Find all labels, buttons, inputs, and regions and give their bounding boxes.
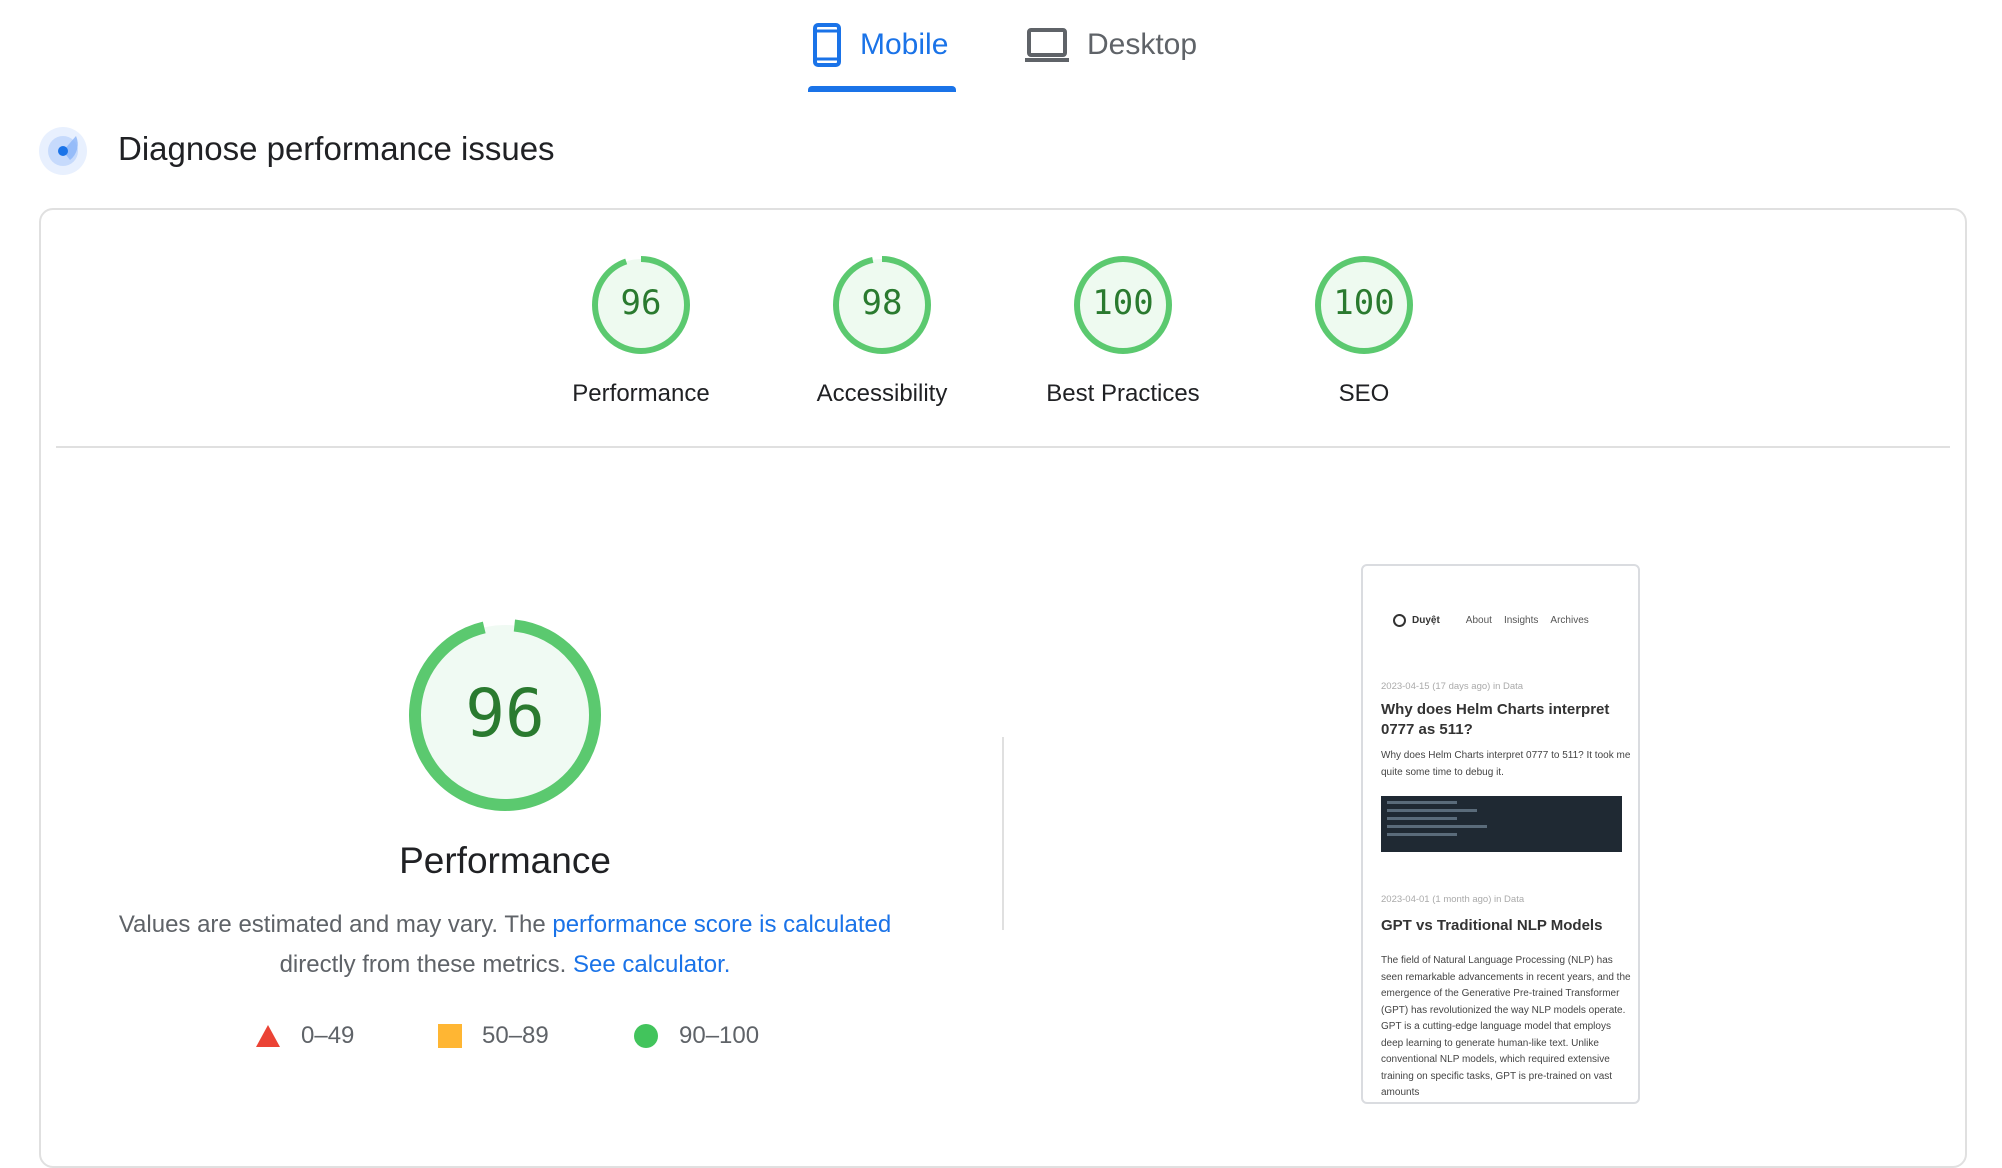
- score-gauge-seo[interactable]: 100: [1312, 253, 1416, 357]
- divider: [56, 446, 1950, 448]
- score-label: Accessibility: [816, 380, 948, 407]
- post-excerpt: The field of Natural Language Processing…: [1381, 955, 1631, 1098]
- score-label: SEO: [1338, 380, 1390, 407]
- legend-average: 50–89: [438, 1022, 549, 1050]
- score-gauge-best-practices[interactable]: 100: [1071, 253, 1175, 357]
- gauge-ring: [1074, 256, 1172, 354]
- tab-mobile[interactable]: Mobile: [812, 18, 948, 72]
- score-calculated-link[interactable]: performance score is calculated: [552, 911, 892, 938]
- performance-main-gauge[interactable]: 96: [405, 615, 605, 815]
- score-value: 96: [465, 675, 545, 752]
- thumb-nav-item: Archives: [1550, 615, 1589, 626]
- description: Values are estimated and may vary. The p…: [90, 905, 920, 985]
- score-label: Performance: [572, 380, 710, 407]
- desc-text: directly from these metrics.: [279, 951, 573, 978]
- legend-fail: 0–49: [255, 1022, 354, 1050]
- active-tab-indicator: [808, 86, 956, 92]
- section-title: Diagnose performance issues: [118, 130, 555, 167]
- tab-label: Desktop: [1087, 28, 1198, 61]
- smartphone-icon: [813, 23, 841, 67]
- post-excerpt: Why does Helm Charts interpret 0777 to 5…: [1381, 750, 1631, 778]
- gauge-ring: [592, 256, 690, 354]
- post-title: Why does Helm Charts interpret 0777 as 5…: [1381, 701, 1610, 738]
- score-gauge-performance[interactable]: 96: [589, 253, 693, 357]
- score-gauge-accessibility[interactable]: 98: [830, 253, 934, 357]
- thumb-nav-item: About: [1465, 615, 1492, 626]
- post-meta: 2023-04-15 (17 days ago) in Data: [1381, 681, 1524, 692]
- score-value: 100: [1333, 283, 1395, 323]
- tab-label: Mobile: [860, 28, 949, 61]
- legend-pass: 90–100: [633, 1022, 759, 1050]
- circle-icon: [634, 1024, 658, 1048]
- thumb-nav-item: Insights: [1503, 615, 1539, 626]
- gauge-ring: [833, 256, 931, 354]
- see-calculator-link[interactable]: See calculator.: [572, 951, 731, 978]
- post-meta: 2023-04-01 (1 month ago) in Data: [1381, 894, 1525, 905]
- thumb-nav: Duyệt About Insights Archives: [1393, 614, 1589, 627]
- post-title: GPT vs Traditional NLP Models: [1381, 917, 1603, 934]
- gauge-ring: [1315, 256, 1413, 354]
- thumb-brand: Duyệt: [1412, 615, 1440, 626]
- legend-label: 90–100: [679, 1022, 760, 1049]
- code-image: [1381, 796, 1622, 852]
- score-value: 96: [620, 283, 662, 323]
- performance-title: Performance: [399, 840, 611, 881]
- vertical-divider: [1002, 737, 1004, 930]
- score-label: Best Practices: [1046, 380, 1200, 407]
- triangle-icon: [256, 1025, 280, 1047]
- laptop-icon: [1025, 28, 1069, 62]
- page-screenshot-thumbnail: Duyệt About Insights Archives 2023-04-15…: [1361, 564, 1640, 1104]
- legend-label: 0–49: [301, 1022, 355, 1049]
- score-value: 100: [1092, 283, 1154, 323]
- avatar: [1393, 614, 1406, 627]
- lighthouse-radar-icon: [39, 127, 87, 175]
- square-icon: [438, 1024, 462, 1048]
- tab-desktop[interactable]: Desktop: [1025, 18, 1197, 72]
- legend-label: 50–89: [482, 1022, 549, 1049]
- score-value: 98: [861, 283, 903, 323]
- desc-text: Values are estimated and may vary. The: [118, 911, 553, 938]
